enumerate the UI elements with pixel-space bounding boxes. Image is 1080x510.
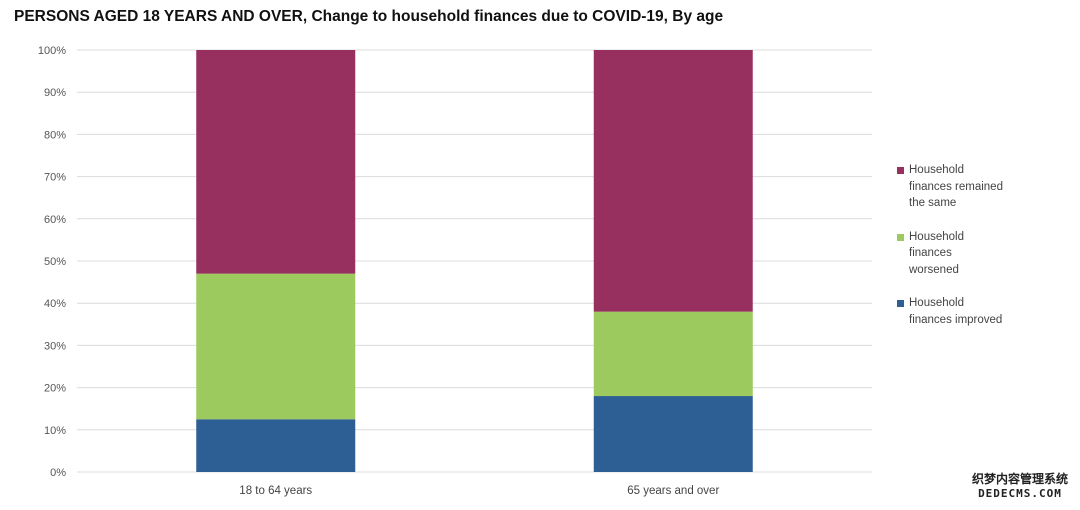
y-tick-label: 70%	[44, 172, 66, 184]
y-tick-label: 60%	[44, 214, 66, 226]
legend-item-improved: Household finances improved	[897, 295, 1027, 328]
legend-label-worsened: Household finances worsened	[909, 230, 964, 276]
y-tick-label: 30%	[44, 340, 66, 352]
legend-swatch-improved	[897, 300, 904, 307]
legend: Household finances remained the same Hou…	[897, 162, 1027, 345]
bar-segment	[196, 273, 356, 420]
watermark-line2: DEDECMS.COM	[978, 487, 1062, 500]
y-tick-label: 90%	[44, 87, 66, 99]
legend-label-improved: Household finances improved	[909, 297, 1003, 326]
legend-item-worsened: Household finances worsened	[897, 229, 1027, 279]
chart-title: PERSONS AGED 18 YEARS AND OVER, Change t…	[14, 8, 724, 25]
watermark: 织梦内容管理系统 DEDECMS.COM	[972, 470, 1068, 500]
y-tick-label: 40%	[44, 298, 66, 310]
bars	[196, 50, 753, 472]
bar-segment	[593, 50, 753, 312]
watermark-line1: 织梦内容管理系统	[971, 472, 1068, 486]
bar-segment	[196, 50, 356, 274]
y-tick-label: 10%	[44, 425, 66, 437]
bar-segment	[593, 311, 753, 397]
y-tick-label: 50%	[44, 256, 66, 268]
y-tick-label: 0%	[50, 467, 66, 479]
legend-label-remained-same: Household finances remained the same	[909, 164, 1003, 209]
bar-segment	[196, 419, 356, 472]
legend-item-remained-same: Household finances remained the same	[897, 162, 1027, 212]
x-category-label: 65 years and over	[627, 485, 719, 497]
x-category-label: 18 to 64 years	[239, 485, 312, 497]
legend-swatch-remained-same	[897, 167, 904, 174]
y-tick-label: 100%	[38, 45, 66, 57]
y-axis-ticks: 0% 10% 20% 30% 40% 50% 60% 70% 80% 90% 100%	[38, 45, 66, 479]
y-tick-label: 80%	[44, 129, 66, 141]
x-axis-labels: 18 to 64 years 65 years and over	[239, 485, 719, 497]
y-tick-label: 20%	[44, 383, 66, 395]
legend-swatch-worsened	[897, 233, 904, 241]
bar-segment	[593, 396, 753, 472]
